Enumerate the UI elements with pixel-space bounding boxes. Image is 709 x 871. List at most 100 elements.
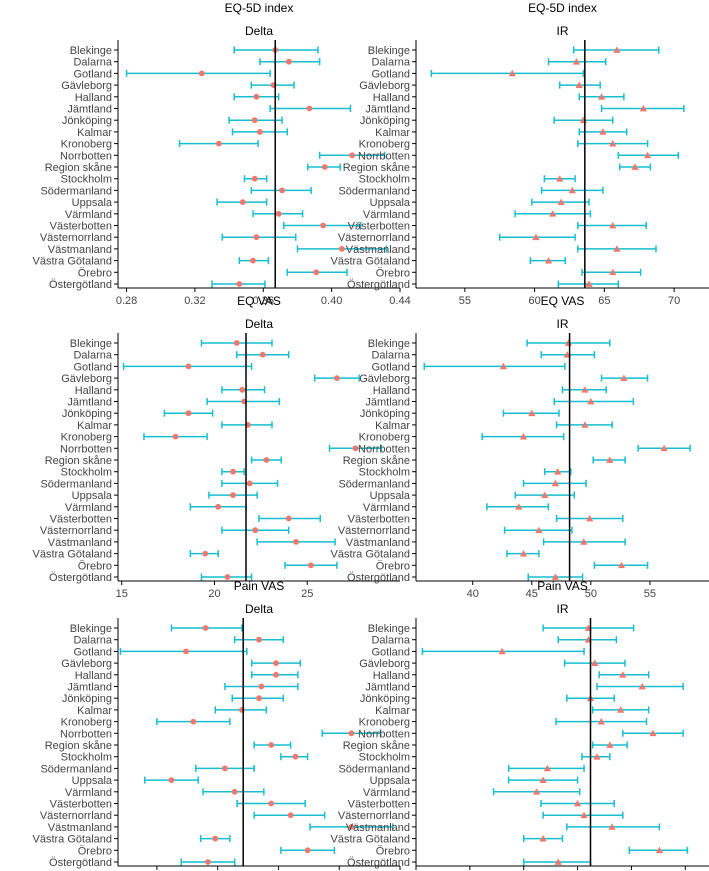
point-estimate-circle — [348, 824, 355, 830]
point-estimate-triangle — [620, 374, 628, 381]
region-label: Gotland — [371, 68, 410, 80]
point-estimate-circle — [256, 636, 262, 643]
region-label: Uppsala — [72, 197, 113, 209]
region-label: Stockholm — [61, 174, 112, 186]
panel-title: Delta — [245, 602, 273, 616]
point-estimate-circle — [279, 187, 285, 194]
x-tick-label: 0.36 — [253, 295, 274, 307]
region-label: Jämtland — [67, 682, 112, 694]
point-estimate-triangle — [585, 280, 593, 287]
region-label: Region skåne — [343, 740, 410, 752]
region-label: Uppsala — [370, 775, 411, 787]
region-label: Halland — [75, 92, 112, 104]
region-label: Jämtland — [67, 397, 112, 409]
region-label: Gävleborg — [359, 373, 410, 385]
region-label: Blekinge — [368, 45, 410, 57]
point-estimate-circle — [185, 363, 192, 370]
region-label: Dalarna — [73, 350, 112, 362]
region-label: Blekinge — [368, 623, 410, 635]
region-label: Kalmar — [375, 127, 410, 139]
point-estimate-triangle — [639, 104, 648, 112]
region-label: Halland — [75, 670, 112, 682]
region-label: Region skåne — [45, 162, 112, 174]
region-label: Kalmar — [77, 420, 112, 432]
point-estimate-circle — [252, 527, 259, 534]
region-label: Halland — [75, 385, 112, 397]
point-estimate-triangle — [644, 151, 652, 159]
region-label: Blekinge — [70, 623, 112, 635]
x-tick-label: 55 — [644, 588, 656, 600]
point-estimate-triangle — [533, 788, 541, 795]
point-estimate-circle — [202, 550, 209, 557]
region-label: Värmland — [65, 787, 112, 799]
region-label: Uppsala — [72, 775, 113, 787]
point-estimate-circle — [239, 386, 246, 393]
region-label: Södermanland — [338, 185, 410, 197]
x-tick-label: 55 — [459, 295, 471, 307]
row-title: EQ-5D index — [225, 1, 294, 15]
region-label: Dalarna — [371, 350, 410, 362]
point-estimate-circle — [239, 199, 246, 206]
point-estimate-triangle — [613, 245, 621, 252]
region-label: Region skåne — [45, 455, 112, 467]
region-label: Västra Götaland — [33, 549, 113, 561]
point-estimate-circle — [293, 539, 300, 545]
x-tick-label: 60 — [528, 295, 540, 307]
region-label: Värmland — [65, 502, 112, 514]
region-label: Örebro — [376, 267, 410, 279]
region-label: Södermanland — [338, 763, 410, 775]
point-estimate-circle — [313, 269, 320, 276]
region-label: Gävleborg — [359, 80, 410, 92]
point-estimate-triangle — [606, 456, 614, 463]
region-label: Västernorrland — [338, 232, 410, 244]
x-tick-label: 15 — [116, 588, 128, 600]
region-label: Kronoberg — [359, 717, 410, 729]
point-estimate-triangle — [535, 526, 543, 534]
point-estimate-circle — [231, 788, 238, 795]
region-label: Västerbotten — [50, 221, 112, 233]
point-estimate-circle — [258, 683, 265, 690]
point-estimate-circle — [256, 129, 263, 135]
region-label: Kronoberg — [61, 432, 112, 444]
region-label: Västerbotten — [50, 514, 112, 526]
point-estimate-circle — [185, 410, 192, 417]
region-label: Södermanland — [40, 478, 112, 490]
point-estimate-triangle — [613, 46, 621, 53]
point-estimate-triangle — [557, 198, 565, 205]
region-label: Örebro — [376, 560, 410, 572]
region-label: Norrbotten — [60, 443, 112, 455]
point-estimate-triangle — [549, 210, 557, 217]
point-estimate-circle — [224, 574, 231, 580]
point-estimate-triangle — [609, 221, 617, 229]
row-title: Pain VAS — [234, 579, 284, 593]
point-estimate-triangle — [580, 811, 588, 819]
region-label: Stockholm — [359, 174, 410, 186]
point-estimate-triangle — [554, 858, 562, 865]
region-label: Östergötland — [347, 572, 410, 584]
point-estimate-circle — [268, 800, 275, 807]
point-estimate-triangle — [617, 706, 625, 713]
point-estimate-triangle — [593, 753, 601, 760]
region-label: Dalarna — [371, 57, 410, 69]
region-label: Kalmar — [77, 705, 112, 717]
region-label: Västra Götaland — [331, 256, 411, 268]
region-label: Gävleborg — [61, 373, 112, 385]
region-label: Örebro — [78, 267, 112, 279]
point-estimate-circle — [268, 742, 275, 748]
region-label: Östergötland — [49, 572, 112, 584]
region-label: Jönköping — [360, 115, 410, 127]
point-estimate-triangle — [568, 186, 576, 194]
point-estimate-triangle — [581, 386, 589, 393]
region-label: Södermanland — [338, 478, 410, 490]
x-tick-label: 70 — [668, 295, 680, 307]
point-estimate-circle — [251, 175, 258, 182]
point-estimate-triangle — [617, 561, 626, 569]
region-label: Västerbotten — [348, 799, 410, 811]
point-estimate-triangle — [541, 491, 549, 498]
region-label: Halland — [373, 385, 410, 397]
point-estimate-triangle — [655, 846, 664, 854]
point-estimate-triangle — [532, 233, 540, 241]
point-estimate-circle — [230, 492, 236, 498]
region-label: Västmanland — [48, 822, 112, 834]
